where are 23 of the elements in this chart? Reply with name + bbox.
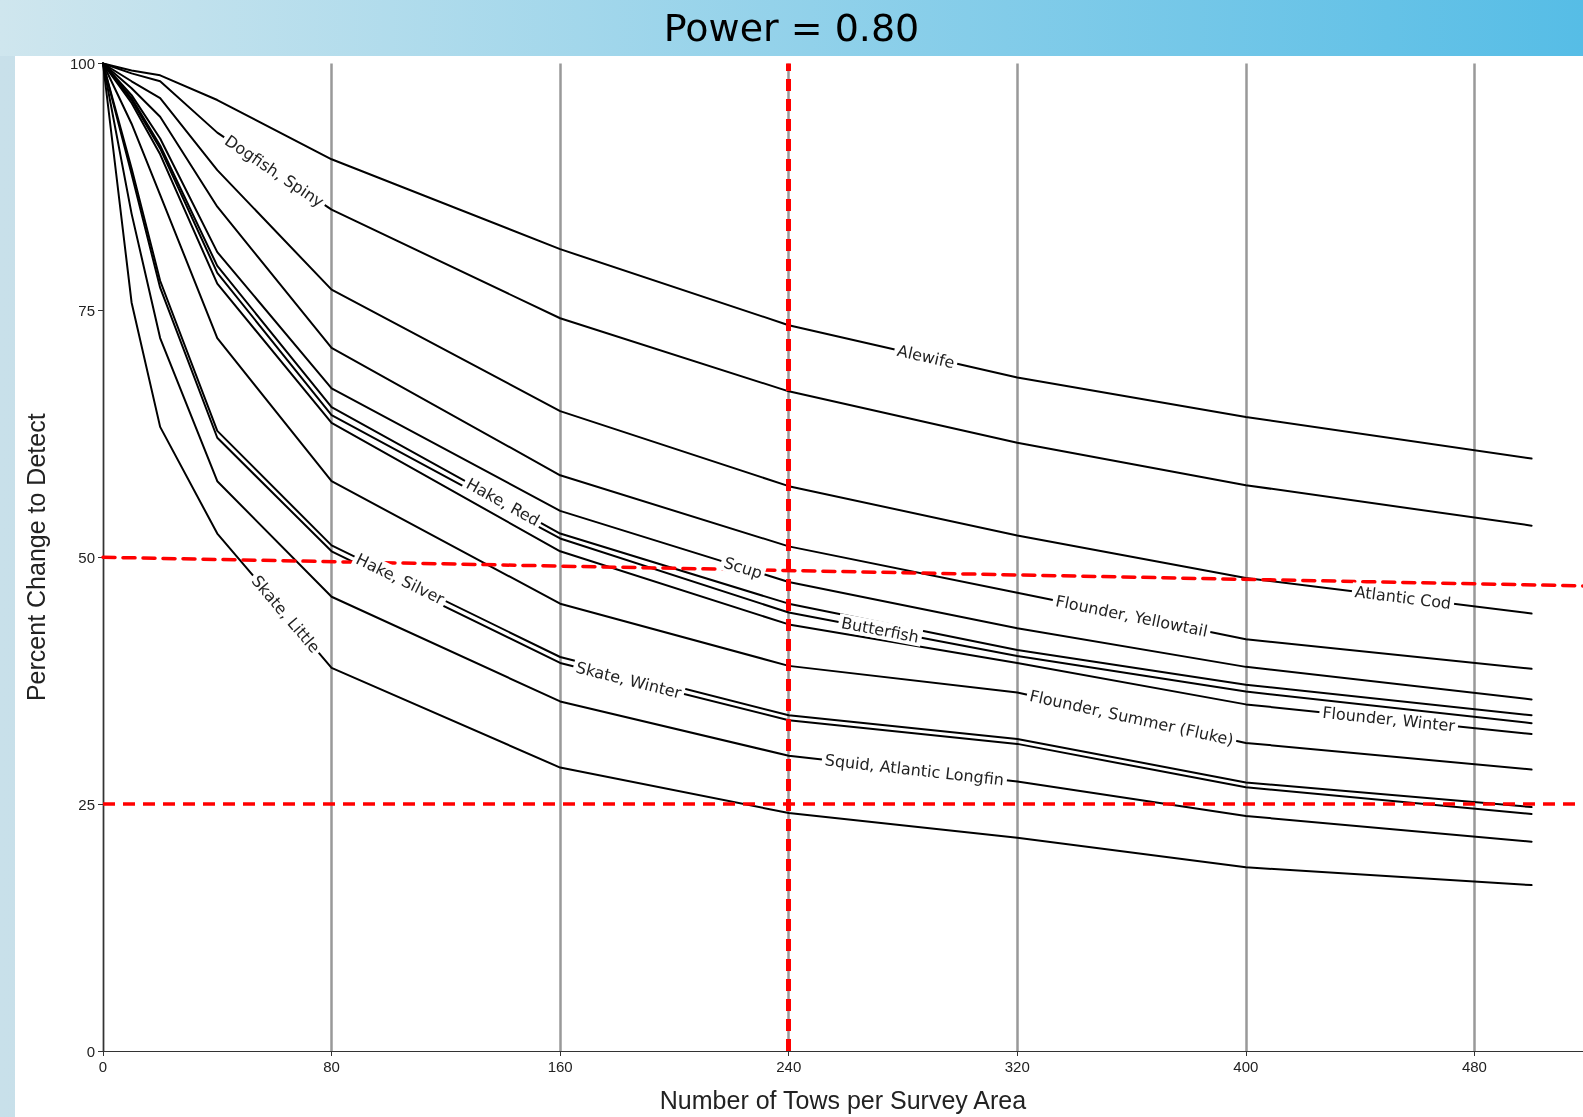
chart-title: Power = 0.80 <box>0 0 1583 56</box>
text: Flounder, Yellowtail <box>1053 591 1210 641</box>
x-tick-label: 0 <box>98 1058 108 1075</box>
x-tick-label: 320 <box>1004 1058 1030 1075</box>
y-tick-label: 50 <box>78 548 95 566</box>
text: Butterfish <box>839 613 921 647</box>
text: Flounder, Winter <box>1321 702 1457 736</box>
x-axis-title: Number of Tows per Survey Area <box>659 1085 1027 1114</box>
text: Squid, Atlantic Longfin <box>823 750 1005 790</box>
y-tick-label: 0 <box>86 1042 95 1060</box>
text: Atlantic Cod <box>1353 582 1453 613</box>
y-axis-title: Percent Change to Detect <box>21 413 50 702</box>
y-tick-label: 75 <box>78 301 95 319</box>
x-tick-label: 240 <box>776 1058 802 1075</box>
x-tick-label: 480 <box>1461 1058 1487 1075</box>
text: Skate, Winter <box>574 657 684 703</box>
text: Alewife <box>895 340 957 373</box>
y-tick-label: 25 <box>78 795 95 813</box>
x-tick-label: 160 <box>547 1058 573 1075</box>
x-tick-label: 400 <box>1233 1058 1259 1075</box>
y-tick-label: 100 <box>69 55 95 72</box>
text: Scup <box>721 552 765 583</box>
x-tick-label: 80 <box>323 1058 340 1075</box>
